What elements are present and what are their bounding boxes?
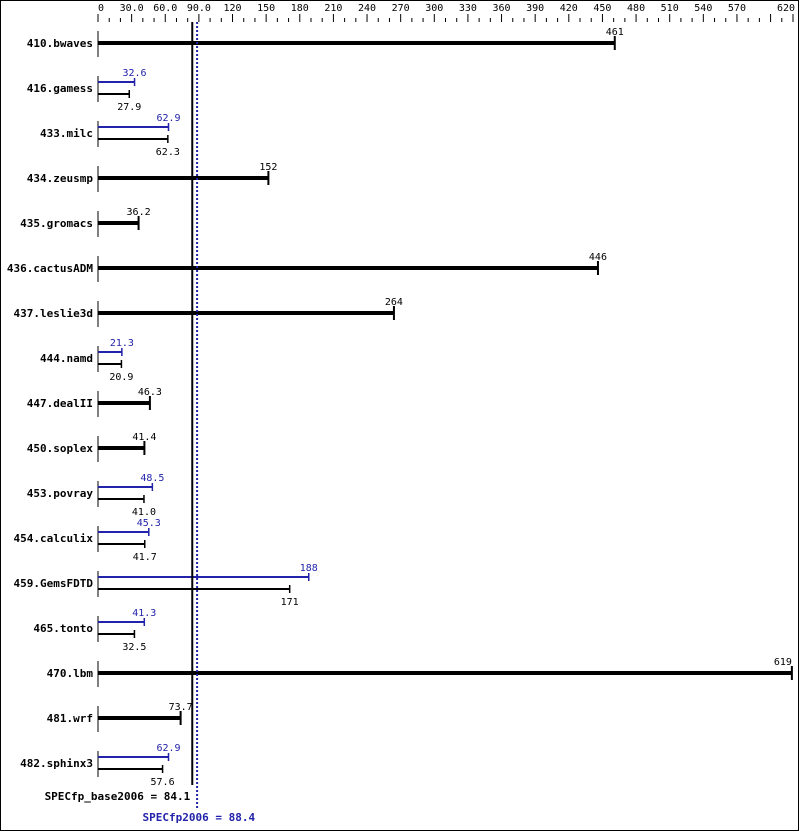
x-tick-label: 150 bbox=[257, 3, 275, 14]
category-label: 454.calculix bbox=[14, 532, 94, 545]
x-tick-label: 330 bbox=[459, 3, 477, 14]
x-tick-label: 360 bbox=[493, 3, 511, 14]
bar-peak-label: 32.6 bbox=[122, 68, 146, 79]
bar-base bbox=[98, 176, 269, 180]
bar-base bbox=[98, 41, 615, 45]
bar-base bbox=[98, 716, 181, 720]
x-tick-label: 300 bbox=[425, 3, 443, 14]
bar-value-label: 41.4 bbox=[132, 432, 156, 443]
category-label: 433.milc bbox=[40, 127, 93, 140]
bar-base-label: 20.9 bbox=[109, 372, 133, 383]
category-label: 434.zeusmp bbox=[27, 172, 94, 185]
bar-value-label: 73.7 bbox=[169, 702, 193, 713]
bar-peak-label: 48.5 bbox=[140, 473, 164, 484]
bar-value-label: 264 bbox=[385, 297, 403, 308]
bar-base bbox=[98, 311, 394, 315]
x-tick-label: 0 bbox=[98, 3, 104, 14]
bar-value-label: 446 bbox=[589, 252, 607, 263]
x-tick-label: 240 bbox=[358, 3, 376, 14]
x-tick-label: 60.0 bbox=[153, 3, 177, 14]
x-tick-label: 30.0 bbox=[120, 3, 144, 14]
bar-base-label: 41.0 bbox=[132, 507, 156, 518]
category-label: 410.bwaves bbox=[27, 37, 93, 50]
bar-value-label: 36.2 bbox=[127, 207, 151, 218]
category-label: 437.leslie3d bbox=[14, 307, 93, 320]
bar-base bbox=[98, 266, 598, 270]
bar-value-label: 619 bbox=[774, 657, 792, 668]
x-tick-label: 570 bbox=[728, 3, 746, 14]
base-reference-label: SPECfp_base2006 = 84.1 bbox=[45, 790, 191, 803]
category-label: 450.soplex bbox=[27, 442, 94, 455]
bar-base bbox=[98, 401, 150, 405]
category-label: 470.lbm bbox=[47, 667, 94, 680]
peak-reference-label: SPECfp2006 = 88.4 bbox=[142, 811, 255, 824]
x-tick-label: 210 bbox=[324, 3, 342, 14]
x-tick-label: 510 bbox=[661, 3, 679, 14]
x-tick-label: 620 bbox=[777, 3, 795, 14]
x-tick-label: 120 bbox=[223, 3, 241, 14]
bar-peak-label: 62.9 bbox=[156, 743, 180, 754]
x-tick-label: 480 bbox=[627, 3, 645, 14]
x-tick-label: 540 bbox=[694, 3, 712, 14]
bar-peak-label: 45.3 bbox=[137, 518, 161, 529]
bar-base-label: 57.6 bbox=[151, 777, 175, 788]
bar-peak-label: 62.9 bbox=[156, 113, 180, 124]
x-tick-label: 270 bbox=[392, 3, 410, 14]
bar-base-label: 171 bbox=[281, 597, 299, 608]
bar-peak-label: 188 bbox=[300, 563, 318, 574]
bar-peak-label: 41.3 bbox=[132, 608, 156, 619]
category-label: 482.sphinx3 bbox=[20, 757, 93, 770]
x-tick-label: 450 bbox=[593, 3, 611, 14]
x-tick-label: 420 bbox=[560, 3, 578, 14]
bar-base-label: 41.7 bbox=[133, 552, 157, 563]
bar-base-label: 27.9 bbox=[117, 102, 141, 113]
category-label: 481.wrf bbox=[47, 712, 93, 725]
bar-base bbox=[98, 446, 145, 450]
bar-value-label: 461 bbox=[606, 27, 624, 38]
bar-base bbox=[98, 221, 139, 225]
bar-value-label: 46.3 bbox=[138, 387, 162, 398]
category-label: 447.dealII bbox=[27, 397, 93, 410]
category-label: 465.tonto bbox=[33, 622, 93, 635]
bar-base-label: 32.5 bbox=[122, 642, 146, 653]
category-label: 416.gamess bbox=[27, 82, 93, 95]
category-label: 453.povray bbox=[27, 487, 94, 500]
x-tick-label: 180 bbox=[291, 3, 309, 14]
bar-value-label: 152 bbox=[259, 162, 277, 173]
bar-base-label: 62.3 bbox=[156, 147, 180, 158]
category-label: 444.namd bbox=[40, 352, 93, 365]
category-label: 435.gromacs bbox=[20, 217, 93, 230]
bar-peak-label: 21.3 bbox=[110, 338, 134, 349]
category-label: 459.GemsFDTD bbox=[14, 577, 94, 590]
bar-base bbox=[98, 671, 792, 675]
x-tick-label: 390 bbox=[526, 3, 544, 14]
x-tick-label: 90.0 bbox=[187, 3, 211, 14]
category-label: 436.cactusADM bbox=[7, 262, 93, 275]
